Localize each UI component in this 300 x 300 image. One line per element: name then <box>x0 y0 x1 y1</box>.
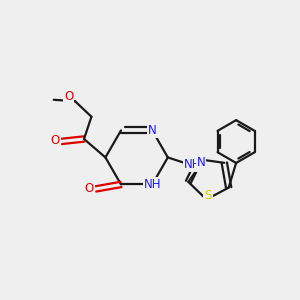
Text: O: O <box>85 182 94 195</box>
Text: N: N <box>196 156 205 170</box>
Text: N: N <box>148 124 157 137</box>
Text: O: O <box>51 134 60 147</box>
Text: NH: NH <box>184 158 201 171</box>
Text: S: S <box>204 189 211 203</box>
Text: NH: NH <box>143 178 161 191</box>
Text: O: O <box>64 90 73 103</box>
